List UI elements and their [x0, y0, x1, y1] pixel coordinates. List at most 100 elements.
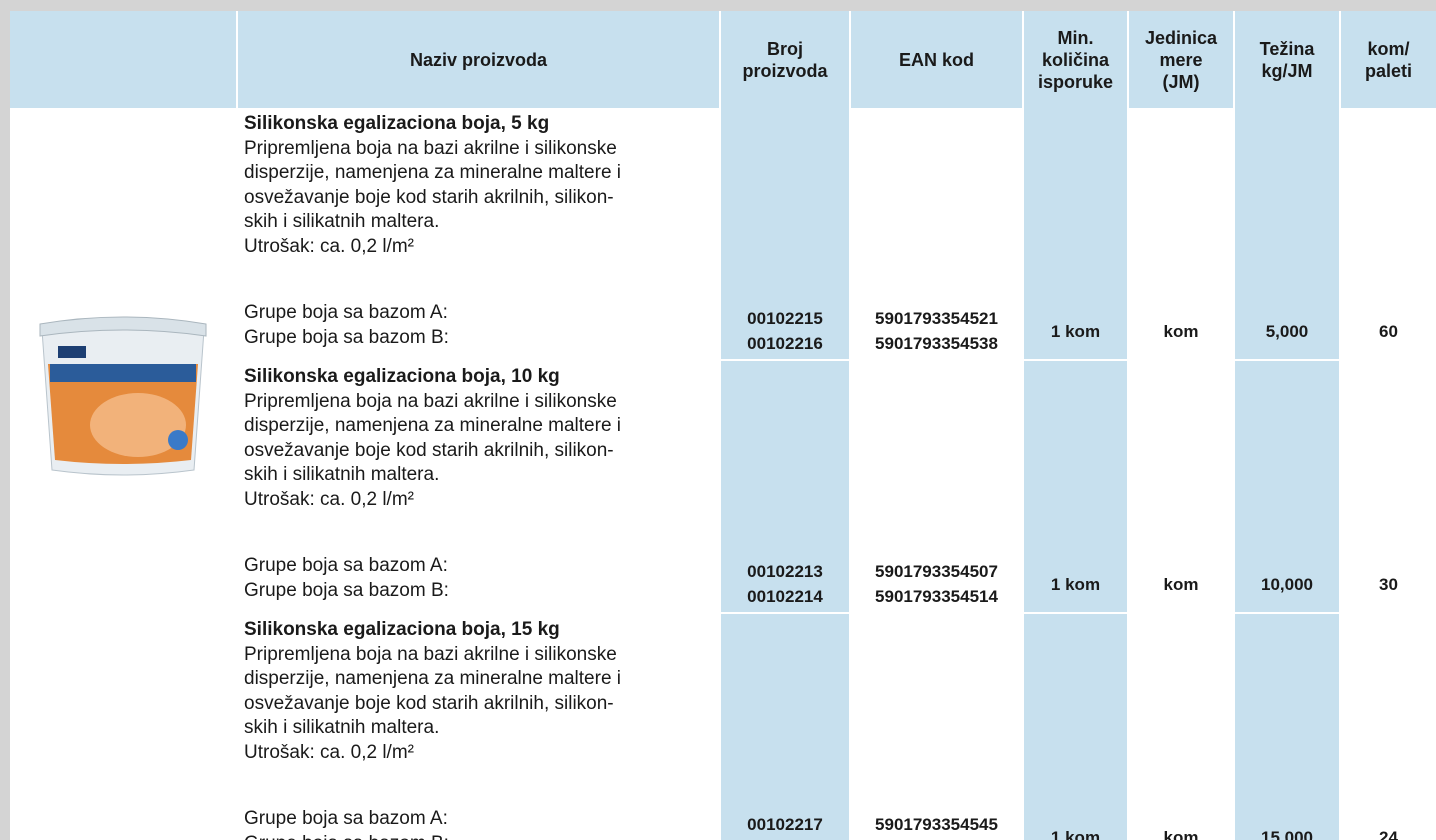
- product-description: disperzije, namenjena za mineralne malte…: [244, 415, 622, 436]
- product-description: disperzije, namenjena za mineralne malte…: [244, 668, 622, 689]
- header-text: kg/JM: [1261, 60, 1313, 81]
- min-quantity: 1 kom: [1050, 828, 1101, 840]
- header-text: paleti: [1364, 60, 1412, 81]
- header-text: EAN kod: [898, 49, 974, 70]
- product-number: 00102213: [747, 562, 823, 581]
- product-title: Silikonska egalizaciona boja, 5 kg: [244, 113, 550, 134]
- header-text: Broj: [767, 38, 803, 59]
- product-name-cell: Silikonska egalizaciona boja, 10 kg Pripr…: [236, 360, 720, 614]
- product-number: 00102215: [747, 309, 823, 328]
- weight-cell: 15,000: [1233, 613, 1340, 840]
- weight: 15,000: [1261, 828, 1313, 840]
- header-cell: Broj proizvoda: [719, 11, 850, 108]
- color-group-label: Grupe boja sa bazom A:: [244, 302, 448, 323]
- product-image-cell: [10, 108, 237, 840]
- product-number-cell: 00102215 00102216: [719, 108, 850, 361]
- header-cell: Težina kg/JM: [1233, 11, 1340, 108]
- color-group-label: Grupe boja sa bazom B:: [244, 832, 713, 840]
- header-text: Jedinica: [1144, 27, 1218, 48]
- product-image: [28, 300, 218, 490]
- pieces-per-pallet-cell: 24: [1339, 613, 1436, 840]
- ean-code: 5901793354514: [875, 586, 998, 606]
- unit-cell: kom: [1127, 108, 1234, 361]
- product-description: osvežavanje boje kod starih akrilnih, si…: [244, 186, 614, 208]
- ean-code: 5901793354538: [875, 333, 998, 353]
- pieces-per-pallet: 30: [1379, 575, 1398, 594]
- product-row: Silikonska egalizaciona boja, 5 kg Pripre…: [10, 108, 1436, 840]
- product-text: Silikonska egalizaciona boja, 15 kg Pripr…: [244, 618, 713, 840]
- ean-code: 5901793354545: [875, 815, 998, 834]
- min-quantity-cell: 1 kom: [1022, 108, 1128, 361]
- product-title: Silikonska egalizaciona boja, 10 kg: [244, 366, 560, 387]
- product-number: 00102216: [747, 333, 823, 353]
- unit-cell: kom: [1127, 360, 1234, 614]
- header-cell: EAN kod: [849, 11, 1023, 108]
- product-title: Silikonska egalizaciona boja, 15 kg: [244, 619, 560, 640]
- product-description: skih i silikatnih maltera.: [244, 717, 440, 738]
- header-cell: Jedinica mere (JM): [1127, 11, 1234, 108]
- weight-cell: 5,000: [1233, 108, 1340, 361]
- header-text: Težina: [1259, 38, 1315, 59]
- color-group-label: Grupe boja sa bazom B:: [244, 579, 449, 601]
- product-usage: Utrošak: ca. 0,2 l/m²: [244, 235, 414, 257]
- spacer: [244, 512, 713, 554]
- min-quantity-cell: 1 kom: [1022, 613, 1128, 840]
- header-text: (JM): [1162, 71, 1200, 92]
- product-table: Naziv proizvoda Broj proizvoda EAN kod Min. k…: [10, 11, 1436, 840]
- ean-code-cell: 59017933545455901793354552: [849, 613, 1023, 840]
- min-quantity-cell: 1 kom: [1022, 360, 1128, 614]
- pieces-per-pallet-cell: 60: [1339, 108, 1436, 361]
- ean-code: 5901793354507: [875, 562, 998, 581]
- product-description: osvežavanje boje kod starih akrilnih, si…: [244, 692, 614, 714]
- product-description: Pripremljena boja na bazi akrilne i sili…: [244, 390, 617, 412]
- spacer: [244, 259, 713, 301]
- product-description: Pripremljena boja na bazi akrilne i sili…: [244, 137, 617, 159]
- pieces-per-pallet: 60: [1379, 322, 1398, 341]
- product-row: Silikonska egalizaciona boja, 15 kg Pripr…: [10, 613, 1436, 840]
- product-description: Pripremljena boja na bazi akrilne i sili…: [244, 643, 617, 665]
- ean-code-cell: 5901793354521 5901793354538: [849, 108, 1023, 361]
- unit: kom: [1163, 575, 1199, 594]
- ean-code: 5901793354521: [875, 309, 998, 328]
- header-text: proizvoda: [742, 60, 828, 81]
- weight-cell: 10,000: [1233, 360, 1340, 614]
- header-text: Naziv proizvoda: [409, 49, 548, 70]
- pieces-per-pallet-cell: 30: [1339, 360, 1436, 614]
- weight: 10,000: [1261, 575, 1313, 594]
- pieces-per-pallet: 24: [1379, 828, 1398, 840]
- unit: kom: [1163, 322, 1199, 341]
- product-description: osvežavanje boje kod starih akrilnih, si…: [244, 439, 614, 461]
- product-usage: Utrošak: ca. 0,2 l/m²: [244, 488, 414, 510]
- min-quantity: 1 kom: [1050, 322, 1101, 341]
- weight: 5,000: [1265, 322, 1309, 341]
- product-number: 00102217: [747, 815, 823, 834]
- product-description: disperzije, namenjena za mineralne malte…: [244, 162, 622, 183]
- header-text: Min.: [1057, 27, 1094, 48]
- color-group-label: Grupe boja sa bazom A:: [244, 808, 448, 829]
- product-name-cell: Silikonska egalizaciona boja, 5 kg Pripre…: [236, 108, 720, 361]
- product-usage: Utrošak: ca. 0,2 l/m²: [244, 741, 414, 763]
- product-number-cell: 0010221700102218: [719, 613, 850, 840]
- header-cell: Min. količina isporuke: [1022, 11, 1128, 108]
- spacer: [244, 765, 713, 807]
- product-number-cell: 00102213 00102214: [719, 360, 850, 614]
- header-text: isporuke: [1037, 71, 1114, 92]
- header-text: kom/: [1367, 38, 1410, 59]
- header-text: količina: [1041, 49, 1110, 70]
- header-text: mere: [1159, 49, 1203, 70]
- product-description: skih i silikatnih maltera.: [244, 464, 440, 485]
- product-text: Silikonska egalizaciona boja, 5 kg Pripre…: [244, 112, 713, 350]
- unit-cell: kom: [1127, 613, 1234, 840]
- header-image-cell: [10, 11, 237, 108]
- header-cell: Naziv proizvoda: [236, 11, 720, 108]
- product-name-cell: Silikonska egalizaciona boja, 15 kg Pripr…: [236, 613, 720, 840]
- ean-code-cell: 5901793354507 5901793354514: [849, 360, 1023, 614]
- product-number: 00102214: [747, 586, 823, 606]
- product-text: Silikonska egalizaciona boja, 10 kg Pripr…: [244, 365, 713, 603]
- unit: kom: [1163, 828, 1199, 840]
- header-row: Naziv proizvoda Broj proizvoda EAN kod Min. k…: [10, 11, 1436, 108]
- header-cell: kom/paleti: [1339, 11, 1436, 108]
- min-quantity: 1 kom: [1050, 575, 1101, 594]
